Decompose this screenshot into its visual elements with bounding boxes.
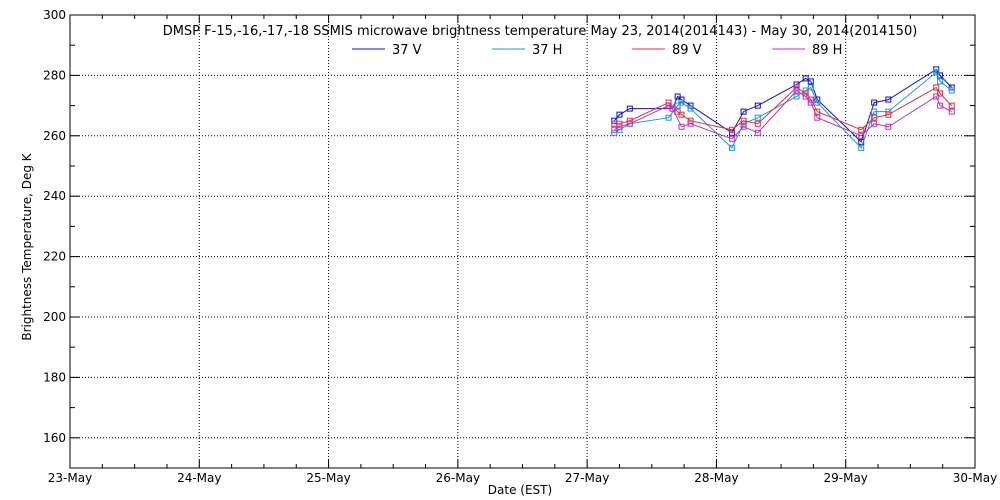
data-point-marker [807,84,814,91]
data-point-marker [728,126,735,133]
data-point-marker [674,102,681,109]
series-89-h [611,87,955,142]
data-point-marker [933,93,940,100]
data-point-marker [937,78,944,85]
legend: 37 V 37 H 89 V 89 H [352,43,842,58]
series-line [614,89,952,140]
x-tick-label: 25-May [306,471,350,485]
y-tick-label: 180 [43,370,66,384]
legend-label: 89 V [672,43,702,58]
y-axis-label: Brightness Temperature, Deg K [20,152,34,340]
data-point-marker [740,117,747,124]
data-point-marker [858,144,865,151]
data-point-marker [674,108,681,115]
x-tick-label: 26-May [436,471,480,485]
x-tick-label: 30-May [953,471,997,485]
legend-label: 89 H [812,43,842,58]
data-point-marker [611,126,618,133]
data-point-marker [626,105,633,112]
data-point-marker [754,114,761,121]
legend-label: 37 H [532,43,562,58]
y-tick-label: 260 [43,129,66,143]
data-point-marker [948,102,955,109]
data-point-marker [665,114,672,121]
data-point-marker [611,117,618,124]
data-point-marker [793,93,800,100]
data-point-marker [933,84,940,91]
data-point-marker [678,99,685,106]
data-point-marker [871,108,878,115]
data-point-marker [802,75,809,82]
data-point-marker [687,105,694,112]
x-tick-label: 29-May [824,471,868,485]
x-axis-ticks: 23-May 24-May 25-May 26-May 27-May 28-May 29-M… [48,15,997,485]
data-point-marker [871,114,878,121]
data-point-marker [674,93,681,100]
data-point-marker [754,129,761,136]
data-point-marker [807,78,814,85]
data-point-marker [665,102,672,109]
data-point-marker [948,87,955,94]
y-tick-label: 300 [43,8,66,22]
data-point-marker [611,129,618,136]
data-point-marker [793,87,800,94]
y-axis-ticks: 160 180 200 220 240 260 280 300 [43,8,975,469]
data-point-marker [937,102,944,109]
data-point-marker [802,93,809,100]
x-tick-label: 24-May [177,471,221,485]
data-point-marker [933,69,940,76]
data-point-marker [937,90,944,97]
x-tick-label: 23-May [48,471,92,485]
x-tick-label: 27-May [565,471,609,485]
data-point-marker [948,108,955,115]
data-point-marker [858,132,865,139]
y-tick-label: 160 [43,431,66,445]
data-point-marker [678,123,685,130]
y-tick-label: 280 [43,68,66,82]
data-point-marker [754,102,761,109]
y-tick-label: 240 [43,189,66,203]
data-point-marker [669,105,676,112]
data-point-marker [885,123,892,130]
data-point-marker [616,123,623,130]
series-lines [611,66,955,151]
data-point-marker [814,99,821,106]
data-point-marker [728,135,735,142]
series-37-h [611,69,955,151]
series-line [614,71,953,149]
plot-area-frame [69,14,976,469]
x-tick-label: 28-May [694,471,738,485]
x-axis-label: Date (EST) [488,483,552,497]
chart-title: DMSP F-15,-16,-17,-18 SSMIS microwave br… [163,24,918,39]
data-point-marker [814,114,821,121]
data-point-marker [858,126,865,133]
data-point-marker [678,111,685,118]
data-point-marker [626,120,633,127]
data-point-marker [871,120,878,127]
legend-label: 37 V [392,43,422,58]
data-point-marker [871,99,878,106]
grid-lines [70,15,975,468]
y-tick-label: 220 [43,250,66,264]
data-point-marker [885,96,892,103]
data-point-marker [807,99,814,106]
data-point-marker [740,123,747,130]
data-point-marker [885,111,892,118]
y-tick-label: 200 [43,310,66,324]
data-point-marker [728,144,735,151]
data-point-marker [754,120,761,127]
series-89-v [611,84,955,133]
data-point-marker [740,108,747,115]
data-point-marker [616,111,623,118]
data-point-marker [687,120,694,127]
